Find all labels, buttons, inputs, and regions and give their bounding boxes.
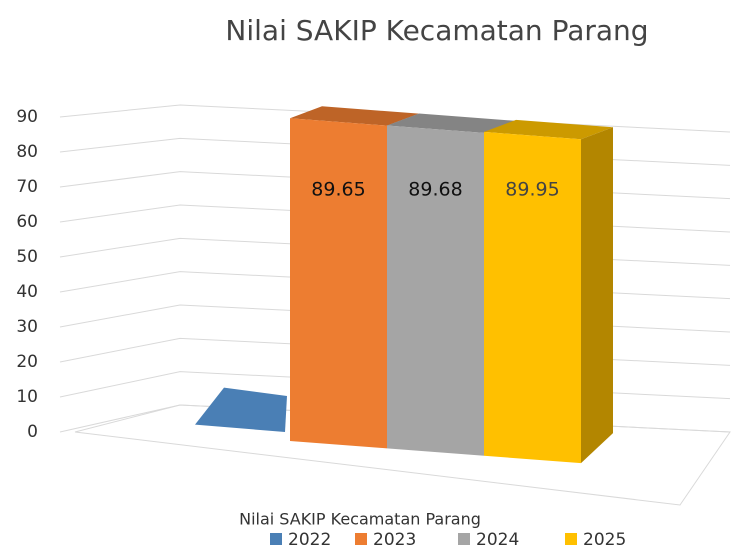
x-tick-label: Nilai SAKIP Kecamatan Parang [239,510,481,529]
bar [195,387,287,432]
bar-side [581,127,613,464]
chart-title: Nilai SAKIP Kecamatan Parang [225,14,648,47]
y-tick-label: 50 [16,247,38,267]
bar [387,125,484,456]
data-label: 89.68 [408,179,462,201]
bar-top [387,113,516,133]
y-tick-label: 20 [16,352,38,372]
legend-label: 2024 [476,530,519,550]
legend-swatch [270,533,282,545]
y-tick-label: 80 [16,142,38,162]
legend-swatch [458,533,470,545]
legend-swatch [355,533,367,545]
y-tick-label: 60 [16,212,38,232]
legend-label: 2025 [583,530,626,550]
y-tick-label: 40 [16,282,38,302]
y-tick-label: 70 [16,177,38,197]
y-tick-label: 90 [16,107,38,127]
y-tick-label: 0 [27,422,38,442]
bar-top [484,119,613,140]
data-label: 89.65 [311,179,365,201]
bar [484,131,581,464]
legend-label: 2023 [373,530,416,550]
legend-swatch [565,533,577,545]
bar [290,118,387,449]
y-tick-label: 10 [16,387,38,407]
y-tick-label: 30 [16,317,38,337]
bar-top [290,106,419,126]
legend-label: 2022 [288,530,331,550]
data-label: 89.95 [505,179,559,201]
